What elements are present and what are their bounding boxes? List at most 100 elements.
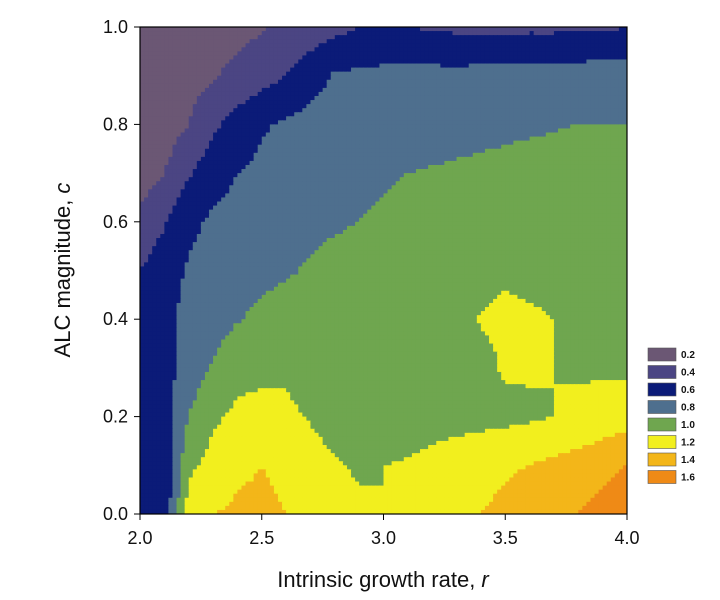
- contour-cell: [553, 185, 559, 190]
- contour-cell: [618, 95, 624, 101]
- contour-cell: [204, 39, 210, 44]
- contour-cell: [533, 164, 539, 170]
- contour-cell: [245, 189, 251, 194]
- contour-cell: [245, 104, 251, 109]
- contour-cell: [355, 43, 360, 48]
- contour-cell: [598, 95, 604, 101]
- contour-cell: [229, 173, 234, 178]
- contour-cell: [298, 136, 303, 142]
- contour-cell: [578, 100, 583, 105]
- contour-cell: [428, 35, 433, 40]
- contour-cell: [286, 193, 291, 199]
- contour-cell: [407, 132, 413, 138]
- contour-cell: [277, 39, 283, 44]
- contour-cell: [355, 104, 360, 109]
- contour-cell: [342, 95, 348, 101]
- contour-cell: [472, 136, 478, 142]
- contour-cell: [245, 51, 251, 57]
- contour-cell: [541, 63, 547, 69]
- contour-cell: [326, 124, 332, 130]
- contour-cell: [148, 75, 153, 81]
- contour-cell: [464, 185, 470, 190]
- contour-cell: [472, 39, 478, 44]
- contour-cell: [428, 164, 433, 170]
- contour-cell: [375, 112, 381, 117]
- contour-cell: [379, 144, 385, 150]
- contour-cell: [513, 148, 519, 154]
- contour-cell: [342, 67, 348, 73]
- contour-cell: [342, 152, 348, 158]
- contour-cell: [326, 87, 332, 93]
- contour-cell: [269, 55, 275, 61]
- contour-cell: [395, 148, 401, 154]
- contour-cell: [411, 87, 417, 93]
- contour-cell: [221, 27, 226, 32]
- contour-cell: [428, 189, 433, 194]
- contour-cell: [375, 193, 381, 199]
- contour-cell: [164, 43, 170, 48]
- contour-cell: [245, 112, 251, 117]
- contour-cell: [334, 124, 340, 130]
- contour-cell: [168, 160, 174, 166]
- contour-cell: [249, 148, 255, 154]
- contour-cell: [156, 156, 161, 162]
- contour-cell: [225, 35, 230, 40]
- contour-cell: [424, 75, 429, 81]
- contour-cell: [456, 75, 462, 81]
- contour-cell: [229, 39, 234, 44]
- contour-cell: [521, 148, 527, 154]
- contour-cell: [606, 116, 612, 121]
- contour-cell: [290, 71, 295, 77]
- contour-cell: [566, 177, 571, 182]
- contour-cell: [326, 79, 332, 85]
- contour-cell: [549, 136, 555, 142]
- contour-cell: [180, 43, 186, 48]
- contour-cell: [403, 39, 409, 44]
- contour-cell: [261, 83, 267, 89]
- contour-cell: [249, 95, 255, 101]
- contour-cell: [318, 152, 324, 158]
- contour-cell: [484, 59, 490, 65]
- contour-cell: [273, 140, 279, 146]
- contour-cell: [204, 116, 210, 121]
- contour-cell: [517, 116, 523, 121]
- contour-cell: [310, 128, 316, 134]
- contour-cell: [513, 108, 519, 113]
- contour-cell: [472, 173, 478, 178]
- contour-cell: [144, 67, 149, 73]
- contour-cell: [610, 108, 616, 113]
- contour-cell: [521, 124, 527, 130]
- contour-cell: [525, 63, 531, 69]
- contour-cell: [269, 112, 275, 117]
- contour-cell: [602, 116, 608, 121]
- contour-cell: [549, 31, 555, 36]
- contour-cell: [545, 31, 551, 36]
- contour-cell: [622, 156, 627, 162]
- contour-cell: [152, 87, 157, 93]
- contour-cell: [497, 108, 502, 113]
- contour-cell: [314, 160, 320, 166]
- contour-cell: [448, 71, 454, 77]
- contour-cell: [391, 95, 397, 101]
- contour-cell: [188, 59, 194, 65]
- contour-cell: [602, 31, 608, 36]
- contour-cell: [489, 189, 494, 194]
- contour-cell: [606, 79, 612, 85]
- contour-cell: [359, 95, 364, 101]
- contour-cell: [558, 160, 563, 166]
- contour-cell: [545, 148, 551, 154]
- contour-cell: [618, 164, 624, 170]
- contour-cell: [533, 75, 539, 81]
- contour-cell: [432, 79, 437, 85]
- contour-cell: [298, 51, 303, 57]
- contour-cell: [501, 185, 506, 190]
- contour-cell: [351, 104, 356, 109]
- contour-cell: [298, 128, 303, 134]
- contour-cell: [489, 39, 494, 44]
- contour-cell: [391, 140, 397, 146]
- contour-cell: [529, 100, 535, 105]
- contour-cell: [334, 160, 340, 166]
- contour-cell: [148, 181, 153, 186]
- contour-cell: [618, 124, 624, 130]
- contour-cell: [253, 87, 259, 93]
